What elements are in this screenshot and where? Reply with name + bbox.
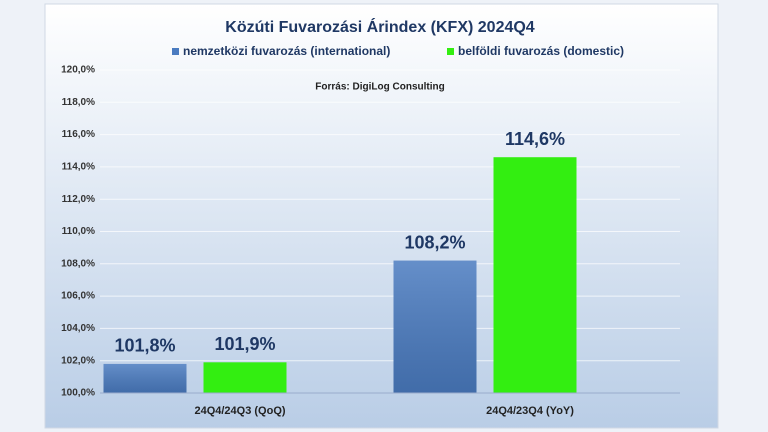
chart-title: Közúti Fuvarozási Árindex (KFX) 2024Q4 [225,17,535,36]
bar-shade [393,260,477,393]
y-tick-label: 104,0% [61,323,95,334]
source-note: Forrás: DigiLog Consulting [315,82,444,93]
x-tick-label: 24Q4/23Q4 (YoY) [486,405,574,417]
legend-label: nemzetközi fuvarozás (international) [183,44,390,58]
y-tick-label: 106,0% [61,291,95,302]
chart-panel [44,3,719,429]
data-label: 108,2% [404,232,465,252]
y-tick-label: 116,0% [62,129,95,140]
bar [203,362,287,393]
bar [493,157,577,393]
y-tick-label: 100,0% [61,388,95,399]
y-tick-label: 114,0% [62,162,95,173]
data-label: 101,8% [114,336,175,356]
legend-label: belföldi fuvarozás (domestic) [458,44,624,58]
data-label: 114,6% [505,129,565,149]
bar-shade [103,363,187,393]
y-tick-label: 108,0% [61,258,95,269]
y-tick-label: 112,0% [62,194,95,205]
legend-swatch [172,48,179,55]
y-tick-label: 110,0% [62,226,95,237]
y-tick-label: 120,0% [61,65,95,76]
y-tick-label: 102,0% [61,355,95,366]
data-label: 101,9% [214,334,275,354]
y-tick-label: 118,0% [62,97,95,108]
x-tick-label: 24Q4/24Q3 (QoQ) [194,405,285,417]
legend-swatch [447,48,454,55]
